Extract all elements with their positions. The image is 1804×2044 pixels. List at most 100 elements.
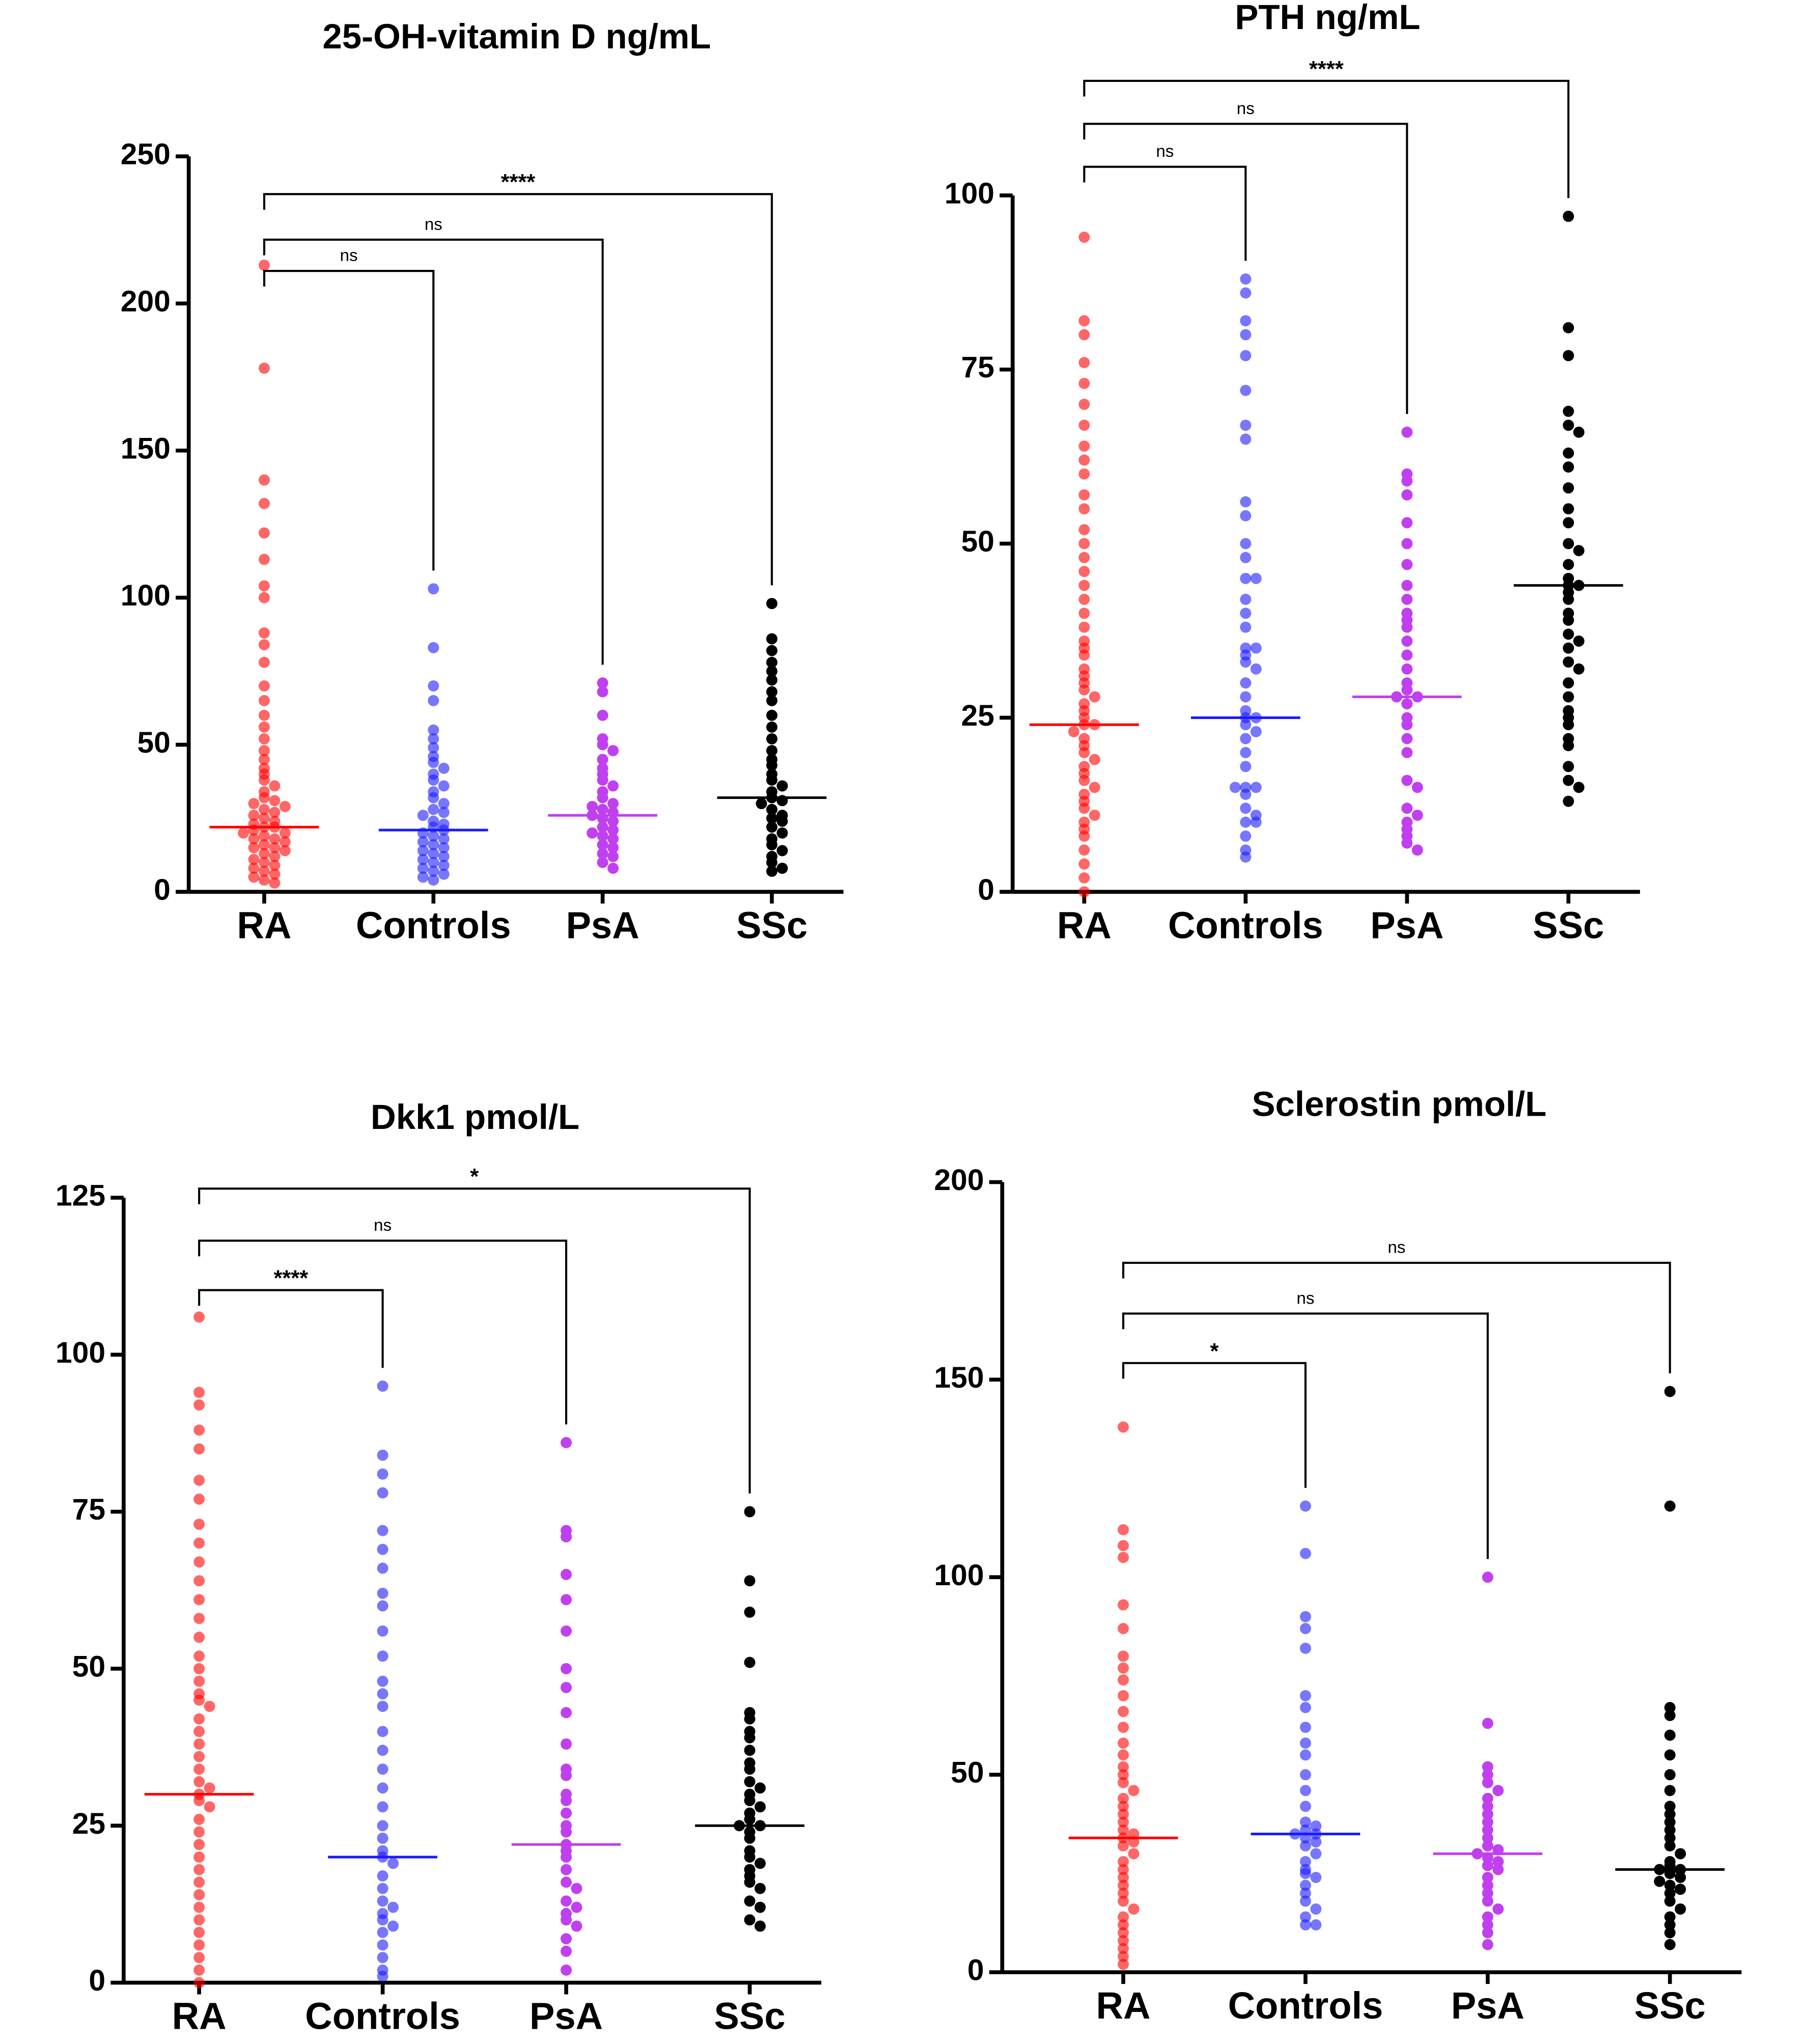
data-point xyxy=(744,1745,756,1756)
y-tick-label: 200 xyxy=(934,1164,984,1197)
data-point xyxy=(193,1794,205,1806)
data-point xyxy=(438,807,450,818)
data-point xyxy=(1299,1702,1311,1714)
data-point xyxy=(571,1883,582,1894)
data-point xyxy=(1664,1880,1676,1891)
data-point xyxy=(377,1971,388,1982)
data-point xyxy=(1118,1895,1129,1907)
data-point xyxy=(1299,1690,1311,1701)
data-point xyxy=(1664,1749,1676,1761)
data-point xyxy=(744,1895,756,1907)
data-point xyxy=(776,815,788,827)
data-point xyxy=(193,1475,205,1486)
data-point xyxy=(1118,1623,1129,1635)
data-point xyxy=(193,1663,205,1674)
x-tick-label: Controls xyxy=(305,1995,460,2037)
data-point xyxy=(1118,1880,1129,1891)
data-point xyxy=(1078,649,1090,661)
data-point xyxy=(258,804,270,815)
data-point xyxy=(258,839,270,850)
data-point xyxy=(193,1763,205,1775)
data-point xyxy=(428,830,439,842)
data-point xyxy=(766,857,778,868)
data-point xyxy=(1240,851,1252,863)
data-point xyxy=(377,1449,388,1461)
data-point xyxy=(1664,1702,1676,1714)
data-point xyxy=(1299,1801,1311,1812)
data-point xyxy=(258,527,270,539)
data-point xyxy=(1118,1816,1129,1828)
data-point xyxy=(1664,1919,1676,1930)
data-point xyxy=(193,1776,205,1787)
data-point xyxy=(193,1889,205,1900)
data-point xyxy=(1118,1935,1129,1947)
data-point xyxy=(560,1807,572,1819)
data-point xyxy=(1401,733,1413,744)
data-point xyxy=(204,1801,215,1813)
data-point xyxy=(1401,803,1413,814)
data-point xyxy=(1078,489,1090,501)
data-point xyxy=(1563,719,1574,731)
data-point xyxy=(1492,1864,1504,1875)
data-point xyxy=(193,1826,205,1838)
data-point xyxy=(1240,433,1252,445)
data-point xyxy=(193,1387,205,1398)
data-point xyxy=(269,833,281,845)
data-point xyxy=(438,851,450,863)
y-tick-label: 50 xyxy=(72,1650,105,1683)
x-tick-label: Controls xyxy=(356,904,511,947)
data-point xyxy=(560,1594,572,1606)
data-point xyxy=(377,1914,388,1926)
data-point xyxy=(1563,761,1574,772)
data-point xyxy=(571,1920,582,1932)
data-point xyxy=(1118,1919,1129,1930)
data-point xyxy=(560,1914,572,1926)
data-point xyxy=(193,1813,205,1825)
data-point xyxy=(258,857,270,868)
significance-label: **** xyxy=(501,170,536,195)
data-point xyxy=(1078,803,1090,814)
data-point xyxy=(1675,1848,1686,1860)
x-tick-label: SSc xyxy=(1634,1984,1706,2027)
data-point xyxy=(438,798,450,810)
data-point xyxy=(744,1832,756,1844)
data-point xyxy=(597,677,608,689)
data-point xyxy=(258,627,270,639)
data-point xyxy=(1299,1895,1311,1907)
x-tick-label: PsA xyxy=(566,904,639,947)
data-point xyxy=(279,827,291,839)
data-point xyxy=(1118,1951,1129,1963)
data-point xyxy=(377,1820,388,1832)
data-point xyxy=(438,780,450,792)
data-point xyxy=(1563,677,1574,689)
data-point xyxy=(1118,1801,1129,1812)
data-point xyxy=(1118,1662,1129,1674)
data-point xyxy=(1299,1722,1311,1733)
data-point xyxy=(248,798,260,810)
data-point xyxy=(428,839,439,850)
data-point xyxy=(1299,1548,1311,1559)
data-point xyxy=(1563,538,1574,549)
data-point xyxy=(1664,1769,1676,1781)
data-point xyxy=(417,853,429,865)
data-point xyxy=(1563,517,1574,529)
data-point xyxy=(1299,1880,1311,1891)
significance-label: * xyxy=(470,1165,479,1189)
data-point xyxy=(258,709,270,721)
data-point xyxy=(438,868,450,880)
data-point xyxy=(776,780,788,792)
data-point xyxy=(1299,1785,1311,1797)
data-point xyxy=(560,1663,572,1674)
data-point xyxy=(754,1920,766,1932)
data-point xyxy=(193,1751,205,1762)
data-point xyxy=(560,1864,572,1875)
data-point xyxy=(377,1782,388,1794)
y-tick-label: 100 xyxy=(55,1336,105,1369)
data-point xyxy=(776,827,788,839)
data-point xyxy=(1250,663,1262,675)
data-point xyxy=(1299,1737,1311,1749)
data-point xyxy=(438,762,450,774)
chart-title: Dkk1 pmol/L xyxy=(371,1097,579,1137)
data-point xyxy=(1078,315,1090,326)
data-point xyxy=(1664,1939,1676,1950)
